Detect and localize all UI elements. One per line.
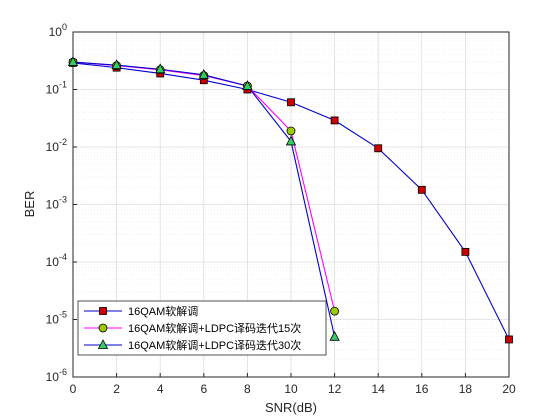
x-tick-label: 0 — [70, 382, 77, 396]
x-tick-label: 16 — [415, 382, 429, 396]
legend-marker-2 — [98, 323, 108, 333]
x-tick-label: 6 — [200, 382, 207, 396]
series-1-point — [505, 335, 513, 344]
legend-label-3: 16QAM软解调+LDPC译码迭代30次 — [128, 338, 301, 352]
series-1-point — [461, 247, 470, 256]
series-3-point — [329, 330, 340, 341]
y-tick-label: 10-2 — [46, 137, 67, 154]
legend-marker-3 — [97, 339, 109, 349]
x-tick-label: 18 — [459, 382, 473, 396]
x-tick-label: 14 — [372, 382, 386, 396]
x-tick-label: 12 — [328, 382, 342, 396]
series-1-point — [374, 144, 383, 153]
y-tick-label: 10-3 — [46, 195, 67, 212]
series-3-point — [155, 63, 166, 74]
series-layer — [67, 56, 513, 344]
x-axis-title: SNR(dB) — [265, 400, 317, 415]
series-2-point — [330, 306, 340, 316]
y-tick-label: 10-5 — [46, 310, 67, 327]
legend-label-2: 16QAM软解调+LDPC译码迭代15次 — [128, 321, 301, 335]
y-tick-label: 10-1 — [46, 80, 67, 97]
legend: 16QAM软解调 16QAM软解调+LDPC译码迭代15次 16QAM软解调+LDP… — [77, 300, 327, 356]
y-axis-title: BER — [22, 191, 37, 218]
x-tick-label: 10 — [284, 382, 298, 396]
y-tick-label: 10-4 — [46, 252, 67, 269]
x-tick-label: 4 — [157, 382, 164, 396]
series-3-point — [198, 68, 209, 79]
y-tick-label: 100 — [49, 22, 67, 39]
legend-label-1: 16QAM软解调 — [128, 304, 198, 318]
series-1-point — [287, 98, 295, 107]
series-3-point — [67, 56, 79, 66]
series-3-point — [285, 135, 297, 146]
series-1-point — [417, 185, 426, 194]
x-tick-label: 8 — [244, 382, 251, 396]
x-tick-label: 20 — [502, 382, 516, 396]
axis-ticks: 0 2 4 6 8 10 12 14 16 18 20 100 10-1 10-2 10-3 10-4 10-5… — [46, 22, 516, 396]
legend-marker-1 — [99, 307, 107, 315]
series-2-point — [286, 126, 296, 136]
x-tick-label: 2 — [113, 382, 120, 396]
series-3-point — [242, 80, 253, 90]
series-3-point — [111, 59, 122, 70]
series-1-point — [330, 116, 339, 125]
y-tick-label: 10-6 — [46, 367, 67, 384]
